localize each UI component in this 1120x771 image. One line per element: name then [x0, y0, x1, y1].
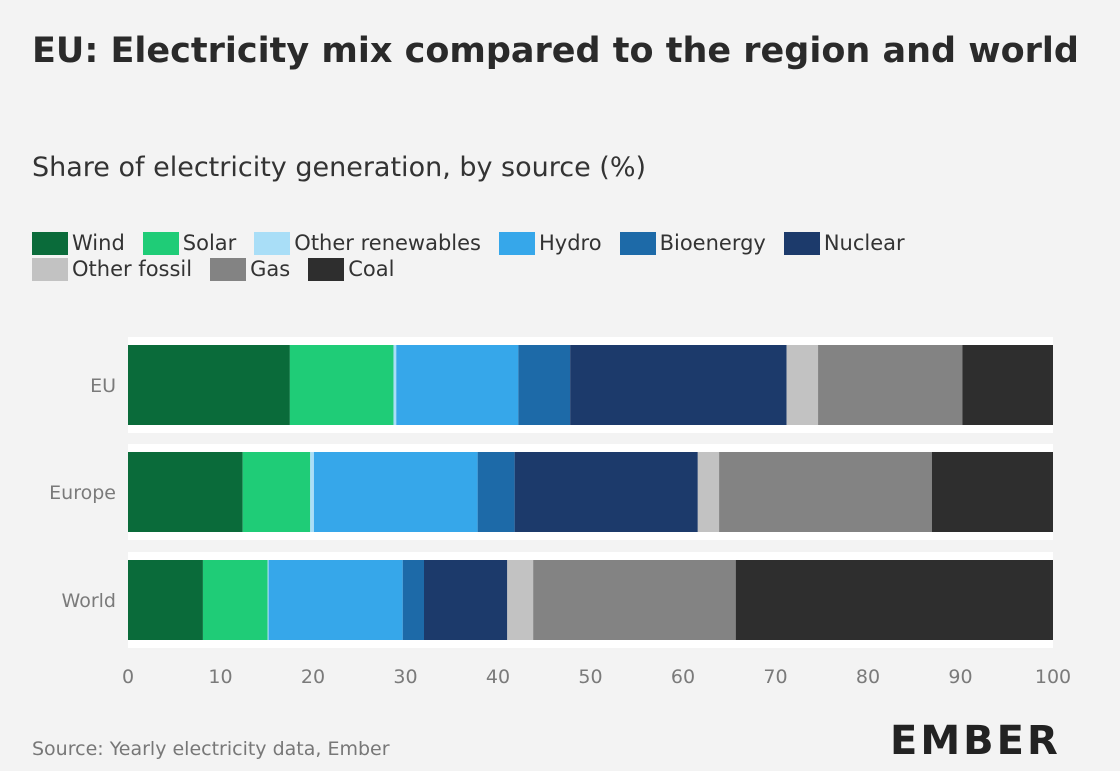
bar-world-other-fossil — [507, 560, 534, 640]
x-tick-label: 50 — [578, 666, 602, 688]
legend-swatch-gas — [210, 257, 247, 281]
bar-europe-coal — [931, 452, 1053, 532]
legend-item-gas: Gas — [210, 257, 290, 281]
legend-swatch-wind — [32, 231, 68, 255]
legend-label-bioenergy: Bioenergy — [659, 231, 766, 255]
legend-item-nuclear: Nuclear — [783, 231, 905, 255]
legend-swatch-coal — [308, 257, 345, 281]
legend-item-hydro: Hydro — [499, 231, 602, 255]
legend-label-other-renewables: Other renewables — [294, 231, 481, 255]
bar-world-solar — [202, 560, 268, 640]
x-tick-label: 100 — [1035, 666, 1071, 688]
legend: Wind Solar Other renewables Hydro Bioene… — [32, 230, 1092, 282]
category-label-europe: Europe — [49, 482, 116, 504]
x-tick-label: 60 — [671, 666, 695, 688]
x-tick-label: 30 — [393, 666, 417, 688]
x-tick-label: 80 — [856, 666, 880, 688]
legend-label-wind: Wind — [72, 231, 125, 255]
source-note: Source: Yearly electricity data, Ember — [32, 738, 390, 760]
legend-item-other-fossil: Other fossil — [32, 257, 192, 281]
legend-label-gas: Gas — [250, 257, 291, 281]
legend-item-other-renewables: Other renewables — [254, 231, 481, 255]
legend-item-wind: Wind — [32, 231, 125, 255]
legend-item-solar: Solar — [142, 231, 237, 255]
chart-subtitle: Share of electricity generation, by sour… — [32, 152, 647, 183]
category-label-world: World — [62, 590, 116, 612]
legend-swatch-other-fossil — [32, 257, 68, 281]
x-tick-label: 0 — [122, 666, 134, 688]
legend-swatch-hydro — [499, 231, 535, 255]
legend-label-nuclear: Nuclear — [823, 231, 905, 255]
bar-world-wind — [128, 560, 203, 640]
x-tick-label: 10 — [208, 666, 232, 688]
legend-label-solar: Solar — [182, 231, 237, 255]
x-tick-label: 70 — [763, 666, 787, 688]
legend-row-2: Other fossil Gas Coal — [32, 256, 1092, 282]
bar-europe-wind — [128, 452, 243, 532]
legend-swatch-bioenergy — [619, 231, 656, 255]
legend-item-bioenergy: Bioenergy — [619, 231, 766, 255]
bar-europe-other-renewables — [310, 452, 314, 532]
legend-label-coal: Coal — [348, 257, 395, 281]
bar-world-gas — [533, 560, 736, 640]
bar-world-hydro — [268, 560, 403, 640]
legend-row-1: Wind Solar Other renewables Hydro Bioene… — [32, 230, 1092, 256]
bar-eu-nuclear — [570, 345, 787, 425]
stacked-bar-chart: EU Europe World 0 10 20 30 40 50 60 70 80 90 100 — [49, 337, 1071, 688]
legend-swatch-solar — [142, 231, 179, 255]
bar-world-other-renewables — [267, 560, 269, 640]
legend-item-coal: Coal — [308, 257, 394, 281]
bar-world-bioenergy — [402, 560, 424, 640]
bar-eu-solar — [289, 345, 394, 425]
bar-europe-gas — [719, 452, 932, 532]
legend-label-other-fossil: Other fossil — [72, 257, 193, 281]
bar-eu-wind — [128, 345, 290, 425]
bar-europe-hydro — [313, 452, 478, 532]
x-tick-label: 20 — [301, 666, 325, 688]
chart-title: EU: Electricity mix compared to the regi… — [32, 31, 1079, 71]
bar-europe-nuclear — [514, 452, 698, 532]
bar-world-coal — [735, 560, 1053, 640]
x-tick-label: 40 — [486, 666, 510, 688]
category-label-eu: EU — [90, 375, 116, 397]
bar-europe-bioenergy — [477, 452, 515, 532]
bar-eu-bioenergy — [518, 345, 571, 425]
bar-europe-other-fossil — [697, 452, 720, 532]
bar-eu-gas — [818, 345, 963, 425]
bar-eu-coal — [962, 345, 1053, 425]
bar-eu-hydro — [396, 345, 519, 425]
ember-logo: EMBER — [890, 718, 1061, 764]
legend-swatch-other-renewables — [254, 231, 291, 255]
bar-europe-solar — [242, 452, 311, 532]
bar-world-nuclear — [424, 560, 508, 640]
bar-eu-other-renewables — [393, 345, 397, 425]
bar-eu-other-fossil — [786, 345, 819, 425]
x-tick-label: 90 — [948, 666, 972, 688]
legend-label-hydro: Hydro — [539, 231, 602, 255]
legend-swatch-nuclear — [783, 231, 820, 255]
